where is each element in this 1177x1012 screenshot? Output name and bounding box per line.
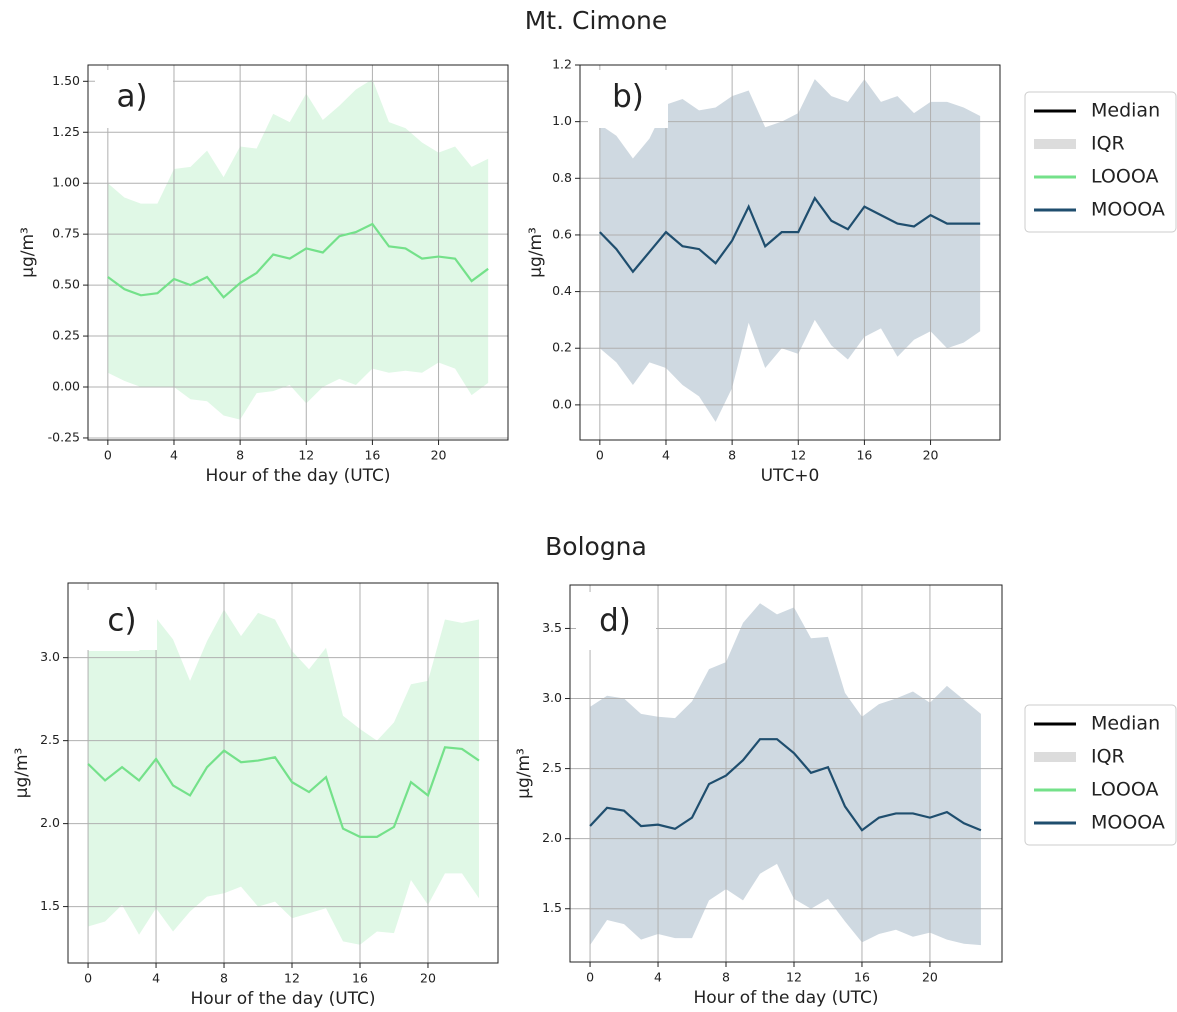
x-axis-label: Hour of the day (UTC) [190,989,375,1009]
y-tick-label: 0.6 [552,226,572,241]
axes-frame [67,582,499,964]
y-axis-label: µg/m³ [18,227,38,278]
x-tick-label: 8 [236,448,244,463]
y-tick-label: 3.5 [542,620,562,635]
y-tick-label: 0.75 [52,226,80,241]
legend-label: Median [1091,713,1160,735]
y-tick-label: 0.4 [552,283,572,298]
y-tick-label: 1.2 [552,57,572,72]
x-axis-label: UTC+0 [761,466,820,486]
y-axis-label: µg/m³ [526,227,546,278]
x-tick-label: 0 [586,970,594,985]
panel-label-bg [576,592,656,650]
x-tick-label: 16 [364,448,380,463]
x-tick-label: 12 [298,448,314,463]
legend-box [1024,91,1177,233]
panel-label-bg [75,590,157,650]
iqr-band [107,79,489,420]
y-tick-label: 0.50 [52,277,80,292]
y-tick-label: 1.0 [552,113,572,128]
x-tick-label: 20 [923,448,939,463]
median-line [589,738,982,832]
x-tick-label: 12 [284,971,300,986]
legend-label: MOOOA [1091,199,1165,221]
y-tick-label: -0.25 [48,429,80,444]
x-tick-label: 20 [431,448,447,463]
x-axis-label: Hour of the day (UTC) [693,988,878,1008]
y-tick-label: 1.5 [40,898,60,913]
x-tick-label: 4 [654,970,662,985]
panel-label: d) [599,603,631,639]
x-tick-label: 4 [152,971,160,986]
y-tick-label: 0.00 [52,379,80,394]
panel-label: a) [116,79,147,115]
y-tick-label: 3.0 [542,690,562,705]
legend-label: LOOOA [1091,166,1158,188]
legend-label: IQR [1091,746,1125,768]
x-tick-label: 16 [856,448,872,463]
legend-label: MOOOA [1091,812,1165,834]
panel-label-bg [588,70,668,128]
x-tick-label: 4 [662,448,670,463]
x-tick-label: 8 [722,970,730,985]
y-tick-label: 0.25 [52,328,80,343]
legend-box [1024,704,1177,846]
median-line [107,222,489,299]
iqr-band [590,603,981,946]
x-tick-label: 12 [790,448,806,463]
x-tick-label: 0 [104,448,112,463]
y-tick-label: 0.2 [552,340,572,355]
y-axis-label: µg/m³ [514,748,534,799]
iqr-band [88,609,479,945]
y-tick-label: 2.5 [40,732,60,747]
x-tick-label: 20 [922,970,938,985]
x-tick-label: 20 [420,971,436,986]
x-tick-label: 12 [786,970,802,985]
x-tick-label: 4 [170,448,178,463]
x-tick-label: 8 [220,971,228,986]
x-tick-label: 0 [84,971,92,986]
axes-frame [579,64,1001,441]
legend-label: Median [1091,100,1160,122]
median-line [87,746,480,838]
x-axis-label: Hour of the day (UTC) [205,466,390,486]
y-tick-label: 2.5 [542,760,562,775]
y-tick-label: 1.5 [542,900,562,915]
y-tick-label: 2.0 [542,830,562,845]
panel-label-bg [95,70,173,128]
axes-frame [87,64,509,441]
y-axis-label: µg/m³ [12,748,32,799]
y-tick-label: 1.25 [52,124,80,139]
y-tick-label: 2.0 [40,815,60,830]
figure-title: Bologna [545,532,647,561]
legend-label: LOOOA [1091,779,1158,801]
legend-label: IQR [1091,133,1125,155]
x-tick-label: 16 [352,971,368,986]
x-tick-label: 0 [596,448,604,463]
axes-frame [569,584,1003,963]
iqr-band [599,79,981,422]
median-line [599,195,981,274]
y-tick-label: 0.0 [552,396,572,411]
y-tick-label: 3.0 [40,649,60,664]
y-tick-label: 0.8 [552,170,572,185]
x-tick-label: 8 [728,448,736,463]
panel-label: b) [612,79,644,115]
y-tick-label: 1.00 [52,175,80,190]
y-tick-label: 1.50 [52,73,80,88]
x-tick-label: 16 [854,970,870,985]
figure-title: Mt. Cimone [525,6,668,35]
panel-label: c) [107,603,136,639]
